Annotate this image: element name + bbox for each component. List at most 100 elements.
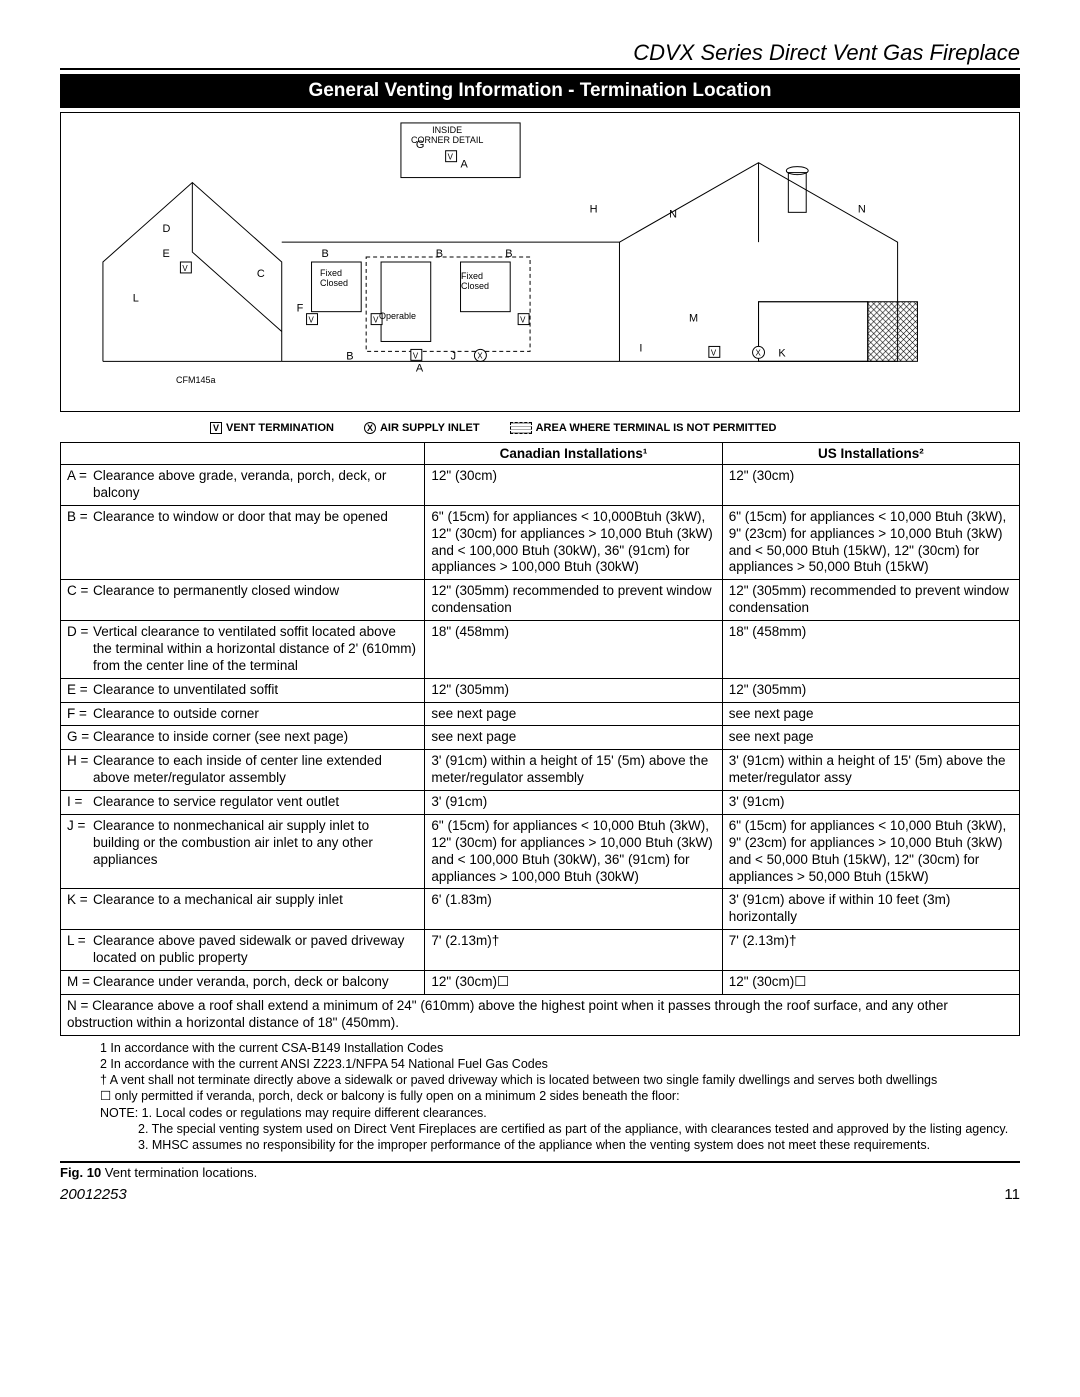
fixed-closed-2-label: Fixed Closed [461, 271, 489, 291]
clearance-description: I =Clearance to service regulator vent o… [61, 791, 425, 815]
table-row: I =Clearance to service regulator vent o… [61, 791, 1020, 815]
table-row: G =Clearance to inside corner (see next … [61, 726, 1020, 750]
clearance-description: A =Clearance above grade, veranda, porch… [61, 465, 425, 506]
svg-text:K: K [778, 347, 786, 359]
diagram-legend: VVENT TERMINATION XAIR SUPPLY INLET AREA… [60, 418, 1020, 442]
canadian-value: see next page [425, 702, 722, 726]
col-desc [61, 443, 425, 465]
svg-text:V: V [448, 153, 454, 162]
canadian-value: see next page [425, 726, 722, 750]
svg-text:N: N [669, 208, 677, 220]
svg-text:J: J [451, 350, 456, 362]
svg-text:V: V [309, 316, 315, 325]
us-value: 12" (30cm)☐ [722, 970, 1019, 994]
canadian-value: 6' (1.83m) [425, 889, 722, 930]
footnote-1: 1 In accordance with the current CSA-B14… [100, 1040, 1020, 1056]
svg-text:A: A [416, 362, 424, 374]
canadian-value: 12" (305mm) recommended to prevent windo… [425, 580, 722, 621]
clearance-description: L =Clearance above paved sidewalk or pav… [61, 930, 425, 971]
clearance-description: H =Clearance to each inside of center li… [61, 750, 425, 791]
note-2: 2. The special venting system used on Di… [100, 1121, 1020, 1137]
operable-label: Operable [379, 311, 416, 321]
clearance-description: B =Clearance to window or door that may … [61, 505, 425, 580]
footnote-dagger: † A vent shall not terminate directly ab… [100, 1072, 1020, 1088]
clearance-description: G =Clearance to inside corner (see next … [61, 726, 425, 750]
table-row: K =Clearance to a mechanical air supply … [61, 889, 1020, 930]
section-title: General Venting Information - Terminatio… [60, 74, 1020, 108]
fixed-closed-label: Fixed Closed [320, 268, 348, 288]
canadian-value: 12" (30cm) [425, 465, 722, 506]
svg-text:A: A [461, 159, 469, 171]
table-row: F =Clearance to outside cornersee next p… [61, 702, 1020, 726]
footnote-box: ☐ only permitted if veranda, porch, deck… [100, 1088, 1020, 1104]
doc-number: 20012253 [60, 1186, 127, 1203]
clearance-table: Canadian Installations¹ US Installations… [60, 442, 1020, 1036]
svg-text:F: F [297, 303, 304, 315]
svg-text:B: B [436, 248, 443, 260]
us-value: 6" (15cm) for appliances < 10,000 Btuh (… [722, 505, 1019, 580]
canadian-value: 12" (30cm)☐ [425, 970, 722, 994]
footnotes: 1 In accordance with the current CSA-B14… [60, 1036, 1020, 1154]
svg-text:B: B [505, 248, 512, 260]
canadian-value: 6" (15cm) for appliances < 10,000Btuh (3… [425, 505, 722, 580]
canadian-value: 3' (91cm) [425, 791, 722, 815]
svg-text:E: E [163, 248, 170, 260]
clearance-description: E =Clearance to unventilated soffit [61, 678, 425, 702]
table-row: J =Clearance to nonmechanical air supply… [61, 814, 1020, 889]
inside-corner-label: INSIDE CORNER DETAIL [411, 125, 483, 145]
svg-text:X: X [756, 348, 762, 357]
page-header-title: CDVX Series Direct Vent Gas Fireplace [60, 40, 1020, 70]
us-value: 3' (91cm) above if within 10 feet (3m) h… [722, 889, 1019, 930]
svg-text:D: D [163, 223, 171, 235]
table-row: E =Clearance to unventilated soffit12" (… [61, 678, 1020, 702]
clearance-description: C =Clearance to permanently closed windo… [61, 580, 425, 621]
clearance-description: M =Clearance under veranda, porch, deck … [61, 970, 425, 994]
canadian-value: 7' (2.13m)† [425, 930, 722, 971]
table-row: L =Clearance above paved sidewalk or pav… [61, 930, 1020, 971]
us-value: 7' (2.13m)† [722, 930, 1019, 971]
col-canadian: Canadian Installations¹ [425, 443, 722, 465]
figure-caption: Fig. 10 Vent termination locations. [60, 1161, 1020, 1180]
svg-text:V: V [413, 351, 419, 360]
clearance-description: F =Clearance to outside corner [61, 702, 425, 726]
us-value: 12" (305mm) recommended to prevent windo… [722, 580, 1019, 621]
canadian-value: 3' (91cm) within a height of 15' (5m) ab… [425, 750, 722, 791]
svg-text:B: B [321, 248, 328, 260]
svg-text:B: B [346, 350, 353, 362]
termination-diagram: D E L C B B B F B J A G A H N N I M K V … [60, 112, 1020, 412]
us-value: 3' (91cm) within a height of 15' (5m) ab… [722, 750, 1019, 791]
clearance-description: K =Clearance to a mechanical air supply … [61, 889, 425, 930]
svg-text:L: L [133, 293, 139, 305]
canadian-value: 6" (15cm) for appliances < 10,000 Btuh (… [425, 814, 722, 889]
footnote-2: 2 In accordance with the current ANSI Z2… [100, 1056, 1020, 1072]
table-row: B =Clearance to window or door that may … [61, 505, 1020, 580]
svg-text:X: X [477, 351, 483, 360]
table-row: A =Clearance above grade, veranda, porch… [61, 465, 1020, 506]
table-row: D =Vertical clearance to ventilated soff… [61, 621, 1020, 679]
canadian-value: 12" (305mm) [425, 678, 722, 702]
svg-text:M: M [689, 313, 698, 325]
us-value: 12" (30cm) [722, 465, 1019, 506]
us-value: 3' (91cm) [722, 791, 1019, 815]
svg-text:C: C [257, 268, 265, 280]
cfm-label: CFM145a [176, 375, 216, 385]
svg-text:V: V [520, 316, 526, 325]
page-number: 11 [1004, 1186, 1020, 1203]
us-value: 12" (305mm) [722, 678, 1019, 702]
table-row: H =Clearance to each inside of center li… [61, 750, 1020, 791]
us-value: 18" (458mm) [722, 621, 1019, 679]
us-value: see next page [722, 702, 1019, 726]
us-value: 6" (15cm) for appliances < 10,000 Btuh (… [722, 814, 1019, 889]
col-us: US Installations² [722, 443, 1019, 465]
note-1: NOTE: 1. Local codes or regulations may … [100, 1105, 1020, 1121]
diagram-svg: D E L C B B B F B J A G A H N N I M K V … [61, 113, 1019, 411]
svg-text:I: I [639, 342, 642, 354]
clearance-description: J =Clearance to nonmechanical air supply… [61, 814, 425, 889]
us-value: see next page [722, 726, 1019, 750]
svg-text:H: H [590, 203, 598, 215]
clearance-description: D =Vertical clearance to ventilated soff… [61, 621, 425, 679]
clearance-n-full: N = Clearance above a roof shall extend … [61, 994, 1020, 1035]
figure-label: Fig. 10 [60, 1165, 101, 1180]
svg-text:V: V [711, 348, 717, 357]
legend-vent: VVENT TERMINATION [210, 422, 334, 434]
